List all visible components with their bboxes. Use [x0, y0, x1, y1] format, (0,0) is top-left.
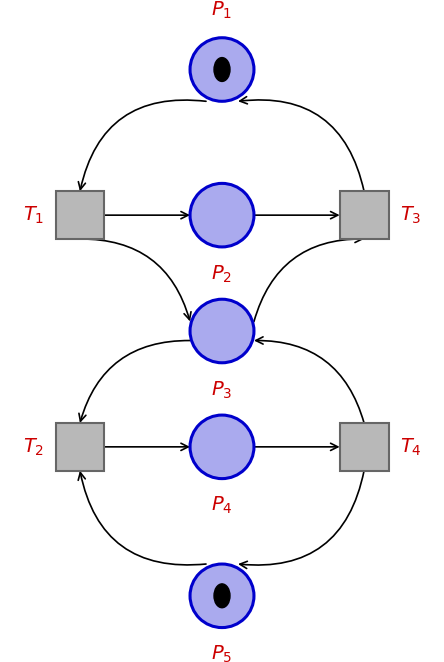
FancyBboxPatch shape — [340, 191, 388, 239]
Text: $P_4$: $P_4$ — [211, 495, 233, 516]
Text: $P_5$: $P_5$ — [211, 644, 233, 662]
Text: $T_3$: $T_3$ — [400, 205, 421, 226]
Ellipse shape — [190, 183, 254, 247]
Circle shape — [214, 584, 230, 608]
Circle shape — [214, 58, 230, 81]
Text: $T_2$: $T_2$ — [23, 436, 44, 457]
Text: $P_3$: $P_3$ — [211, 379, 233, 401]
Ellipse shape — [190, 38, 254, 101]
Ellipse shape — [190, 299, 254, 363]
Ellipse shape — [190, 564, 254, 628]
FancyBboxPatch shape — [56, 191, 104, 239]
Ellipse shape — [190, 415, 254, 479]
FancyBboxPatch shape — [340, 423, 388, 471]
Text: $T_4$: $T_4$ — [400, 436, 421, 457]
Text: $T_1$: $T_1$ — [23, 205, 44, 226]
Text: $P_1$: $P_1$ — [211, 0, 233, 21]
Text: $P_2$: $P_2$ — [211, 263, 233, 285]
FancyBboxPatch shape — [56, 423, 104, 471]
